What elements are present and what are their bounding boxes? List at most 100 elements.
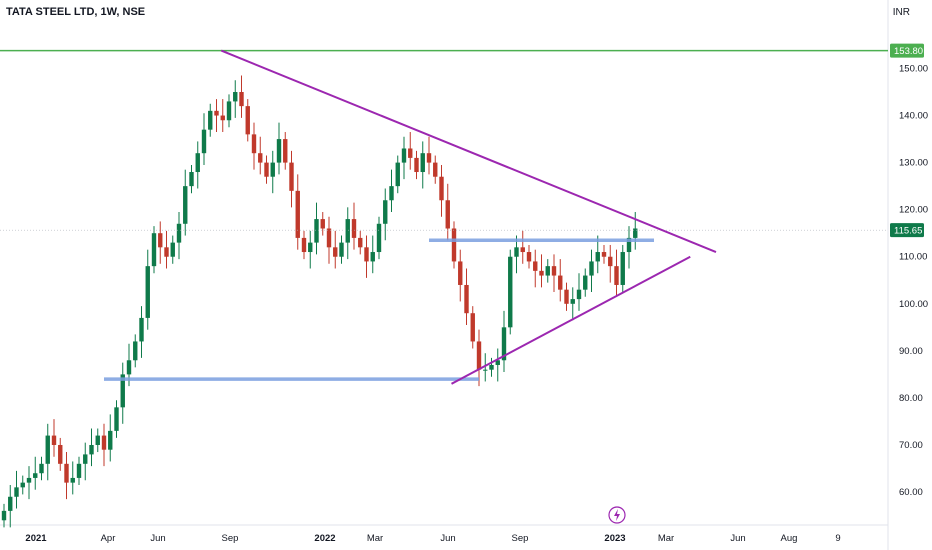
- triangle-lower-line[interactable]: [451, 255, 691, 385]
- candle-body[interactable]: [395, 162, 400, 187]
- candle-body[interactable]: [389, 186, 394, 201]
- candle-body[interactable]: [170, 242, 175, 257]
- candle-body[interactable]: [458, 261, 463, 285]
- candle-body[interactable]: [545, 266, 550, 276]
- candle-body[interactable]: [226, 101, 232, 121]
- candle-body[interactable]: [1, 510, 7, 521]
- candle-body[interactable]: [164, 247, 169, 257]
- candle-body[interactable]: [539, 270, 544, 276]
- candle-body[interactable]: [101, 435, 107, 450]
- candle-body[interactable]: [376, 223, 382, 253]
- candle-body[interactable]: [608, 256, 613, 267]
- candle-body[interactable]: [183, 186, 188, 224]
- candle-body[interactable]: [589, 261, 594, 276]
- candle-body[interactable]: [258, 153, 263, 163]
- candle-body[interactable]: [51, 435, 57, 445]
- candle-body[interactable]: [264, 162, 269, 177]
- candle-body[interactable]: [320, 219, 325, 229]
- candle-body[interactable]: [39, 463, 44, 474]
- candle-body[interactable]: [601, 252, 607, 257]
- candle-body[interactable]: [383, 200, 388, 224]
- candle-body[interactable]: [370, 252, 375, 262]
- candle-body[interactable]: [626, 237, 632, 253]
- candle-body[interactable]: [620, 252, 625, 285]
- candle-body[interactable]: [176, 223, 182, 243]
- candle-body[interactable]: [570, 299, 575, 304]
- candle-body[interactable]: [214, 110, 219, 116]
- candle-body[interactable]: [433, 162, 438, 177]
- candle-body[interactable]: [533, 261, 538, 271]
- candle-body[interactable]: [233, 92, 238, 102]
- candle-body[interactable]: [495, 360, 500, 365]
- candle-body[interactable]: [526, 252, 532, 262]
- candle-body[interactable]: [401, 148, 407, 163]
- candle-body[interactable]: [14, 487, 19, 497]
- candle-body[interactable]: [295, 190, 300, 238]
- candle-body[interactable]: [614, 266, 619, 285]
- candle-body[interactable]: [514, 247, 519, 257]
- candle-body[interactable]: [414, 157, 419, 173]
- candle-body[interactable]: [408, 148, 413, 158]
- candle-body[interactable]: [520, 247, 525, 253]
- candle-body[interactable]: [33, 473, 38, 478]
- candle-body[interactable]: [364, 247, 369, 262]
- candle-body[interactable]: [201, 129, 207, 154]
- candle-body[interactable]: [270, 162, 275, 177]
- candle-body[interactable]: [120, 374, 125, 408]
- candle-body[interactable]: [301, 237, 307, 253]
- candle-body[interactable]: [133, 341, 138, 361]
- candle-body[interactable]: [558, 275, 563, 290]
- candle-body[interactable]: [189, 172, 194, 187]
- candle-body[interactable]: [326, 228, 332, 248]
- candle-body[interactable]: [464, 284, 469, 314]
- candle-body[interactable]: [595, 252, 600, 262]
- candle-body[interactable]: [89, 444, 94, 455]
- candle-body[interactable]: [501, 327, 507, 361]
- candle-body[interactable]: [576, 289, 582, 300]
- triangle-upper-line[interactable]: [220, 49, 717, 253]
- candle-body[interactable]: [439, 176, 444, 201]
- candle-body[interactable]: [564, 289, 569, 304]
- candle-body[interactable]: [483, 369, 488, 371]
- candle-body[interactable]: [8, 496, 13, 511]
- candle-body[interactable]: [551, 266, 557, 276]
- candle-body[interactable]: [633, 228, 638, 238]
- candle-body[interactable]: [126, 360, 132, 375]
- candle-body[interactable]: [245, 106, 250, 135]
- candle-body[interactable]: [426, 153, 432, 163]
- candle-body[interactable]: [139, 317, 144, 342]
- candle-body[interactable]: [333, 247, 338, 257]
- candle-body[interactable]: [70, 477, 75, 483]
- candle-body[interactable]: [20, 482, 25, 488]
- candle-body[interactable]: [345, 219, 350, 243]
- candle-body[interactable]: [470, 313, 475, 342]
- candle-body[interactable]: [208, 110, 213, 130]
- candle-body[interactable]: [451, 228, 457, 262]
- candle-body[interactable]: [195, 153, 200, 173]
- candle-body[interactable]: [145, 266, 150, 318]
- candle-body[interactable]: [489, 364, 494, 370]
- candle-body[interactable]: [239, 92, 244, 107]
- candle-body[interactable]: [58, 444, 63, 464]
- candle-body[interactable]: [314, 219, 319, 243]
- candle-body[interactable]: [308, 242, 313, 253]
- candle-body[interactable]: [151, 233, 157, 267]
- candle-body[interactable]: [445, 200, 450, 229]
- candle-body[interactable]: [108, 430, 113, 450]
- candle-body[interactable]: [339, 242, 344, 257]
- candle-body[interactable]: [358, 237, 363, 248]
- candle-body[interactable]: [289, 162, 294, 191]
- candle-body[interactable]: [76, 463, 82, 478]
- candle-body[interactable]: [351, 219, 357, 238]
- candle-body[interactable]: [45, 435, 50, 464]
- candle-body[interactable]: [64, 463, 69, 483]
- candle-body[interactable]: [83, 454, 88, 464]
- candle-body[interactable]: [583, 275, 588, 290]
- candle-body[interactable]: [114, 407, 119, 431]
- candle-body[interactable]: [220, 115, 225, 121]
- candle-body[interactable]: [283, 139, 288, 163]
- candle-body[interactable]: [158, 233, 163, 248]
- candle-body[interactable]: [95, 435, 100, 445]
- candle-body[interactable]: [251, 134, 257, 154]
